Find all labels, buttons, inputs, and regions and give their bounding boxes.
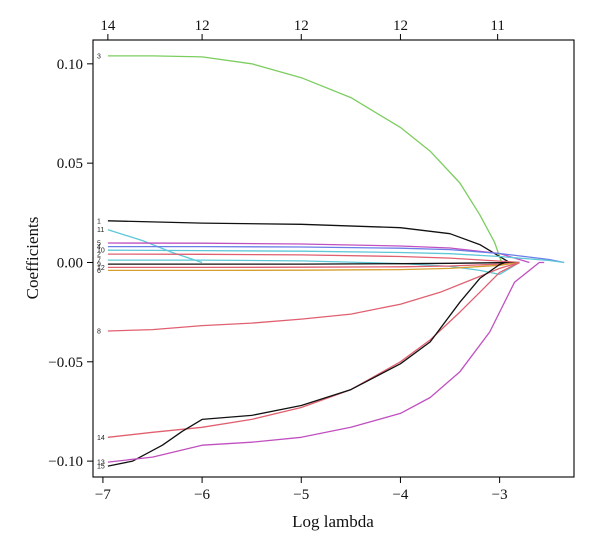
y-tick-label: −0.10 [48, 454, 83, 470]
top-tick-label: 12 [393, 18, 408, 34]
series-line-7 [107, 259, 520, 276]
series-line-4 [107, 245, 565, 264]
series-line-15 [107, 261, 505, 467]
series-line-14 [107, 261, 520, 438]
series-lines [107, 55, 565, 467]
series-label-5: 5 [97, 241, 101, 248]
series-label-7: 7 [97, 258, 101, 265]
series-label-14: 14 [97, 435, 105, 442]
y-axis-title: Coefficients [23, 217, 42, 300]
series-line-6 [107, 261, 520, 272]
x-tick-label: −6 [194, 487, 210, 503]
top-tick-label: 14 [100, 18, 116, 34]
series-line-2 [107, 253, 520, 264]
series-label-11: 11 [97, 227, 104, 234]
y-tick-label: 0.05 [57, 156, 83, 172]
series-label-13: 13 [97, 460, 105, 467]
series-line-10 [107, 249, 565, 264]
y-tick-label: −0.05 [48, 355, 83, 371]
series-line-8 [107, 261, 520, 332]
top-tick-label: 11 [490, 18, 504, 34]
series-label-12: 12 [97, 265, 105, 272]
top-tick-label: 12 [294, 18, 309, 34]
x-axis-title: Log lambda [292, 512, 374, 531]
series-label-9: 9 [97, 262, 101, 269]
series-label-1: 1 [97, 218, 101, 225]
plot-frame [92, 39, 575, 478]
top-axis: 14 12 12 12 11 [100, 18, 505, 40]
series-line-1 [107, 220, 510, 264]
series-line-3 [107, 55, 503, 263]
series-line-13 [107, 261, 545, 463]
series-label-3: 3 [97, 53, 101, 60]
x-tick-label: −5 [293, 487, 309, 503]
x-tick-label: −4 [392, 487, 408, 503]
series-label-8: 8 [97, 329, 101, 336]
series-label-4: 4 [97, 244, 101, 251]
y-tick-label: 0.10 [57, 57, 83, 73]
x-tick-label: −7 [95, 487, 111, 503]
y-axis: −0.10 −0.05 0.00 0.05 0.10 [48, 57, 93, 470]
series-label-15: 15 [97, 464, 105, 471]
x-tick-label: −3 [492, 487, 508, 503]
x-axis: −7 −6 −5 −4 −3 [95, 477, 508, 503]
series-label-6: 6 [97, 268, 101, 275]
top-tick-label: 12 [195, 18, 210, 34]
series-line-9 [107, 261, 520, 265]
y-tick-label: 0.00 [57, 255, 83, 271]
series-label-2: 2 [97, 252, 101, 259]
series-label-10: 10 [97, 248, 105, 255]
